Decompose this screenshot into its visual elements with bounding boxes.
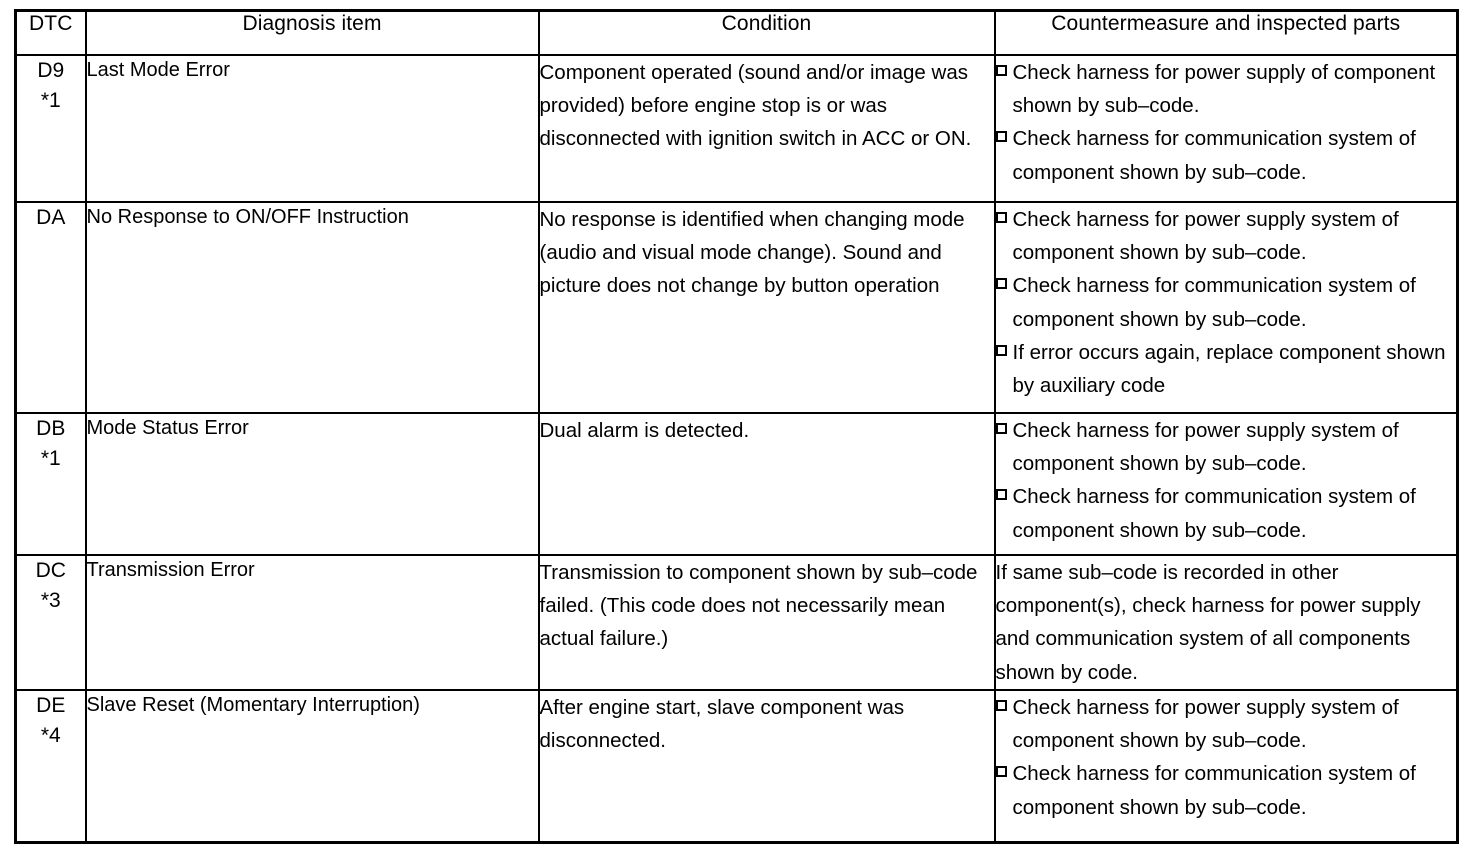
square-bullet-icon <box>995 65 1007 76</box>
countermeasure-item: If same sub–code is recorded in other co… <box>995 561 1421 684</box>
condition-text: Dual alarm is detected. <box>539 419 750 442</box>
condition-text: After engine start, slave component was … <box>539 696 905 753</box>
condition-text: No response is identified when changing … <box>539 208 965 298</box>
condition-cell: Transmission to component shown by sub–c… <box>537 554 996 691</box>
condition-cell: Dual alarm is detected. <box>537 412 996 556</box>
countermeasure-item: Check harness for communication system o… <box>995 269 1457 335</box>
condition-cell: No response is identified when changing … <box>537 201 996 414</box>
countermeasure-item-text: Check harness for communication system o… <box>1012 274 1416 331</box>
countermeasure-item: Check harness for power supply system of… <box>995 203 1457 269</box>
countermeasure-item-text: Check harness for power supply system of… <box>1012 419 1399 476</box>
countermeasure-item: Check harness for power supply system of… <box>995 691 1457 757</box>
table-row: DC *3 Transmission Error Transmission to… <box>14 554 1459 691</box>
square-bullet-icon <box>995 423 1007 434</box>
countermeasure-cell: If same sub–code is recorded in other co… <box>993 554 1459 691</box>
dtc-code: D9 <box>37 59 65 82</box>
condition-cell: Component operated (sound and/or image w… <box>537 54 996 203</box>
dtc-code: DC <box>35 559 66 582</box>
diagnosis-item-cell: Last Mode Error <box>84 54 540 203</box>
countermeasure-item-text: Check harness for communication system o… <box>1012 485 1416 542</box>
countermeasure-item-text: Check harness for power supply of compon… <box>1012 61 1436 118</box>
condition-text: Component operated (sound and/or image w… <box>539 61 972 151</box>
dtc-code-cell: DE *4 <box>14 689 87 844</box>
countermeasure-item: Check harness for communication system o… <box>995 122 1457 188</box>
countermeasure-item-text: Check harness for power supply system of… <box>1012 208 1399 265</box>
square-bullet-icon <box>995 489 1007 501</box>
countermeasure-list: Check harness for power supply system of… <box>995 203 1457 402</box>
countermeasure-item: Check harness for communication system o… <box>995 757 1457 823</box>
table-body: D9 *1 Last Mode Error Component operated… <box>14 54 1459 844</box>
countermeasure-list: Check harness for power supply system of… <box>995 414 1457 547</box>
column-header-condition: Condition <box>537 9 996 56</box>
diagnosis-item-cell: Mode Status Error <box>84 412 540 556</box>
countermeasure-item: Check harness for communication system o… <box>995 480 1457 546</box>
table-row: D9 *1 Last Mode Error Component operated… <box>14 54 1459 203</box>
dtc-diagnosis-table: DTC Diagnosis item Condition Countermeas… <box>14 9 1459 844</box>
countermeasure-item-text: Check harness for communication system o… <box>1012 762 1416 819</box>
square-bullet-icon <box>995 700 1007 711</box>
table-row: DE *4 Slave Reset (Momentary Interruptio… <box>14 689 1459 844</box>
countermeasure-cell: Check harness for power supply system of… <box>993 412 1459 556</box>
dtc-code-cell: DA <box>14 201 87 414</box>
square-bullet-icon <box>995 212 1007 223</box>
countermeasure-list: Check harness for power supply system of… <box>995 691 1457 824</box>
dtc-code: DE <box>36 694 66 717</box>
column-header-diagnosis-item: Diagnosis item <box>84 9 540 56</box>
dtc-code-cell: D9 *1 <box>14 54 87 203</box>
countermeasure-item: If error occurs again, replace component… <box>995 336 1457 402</box>
column-header-countermeasure: Countermeasure and inspected parts <box>993 9 1459 56</box>
dtc-footnote: *1 <box>40 446 61 470</box>
table-header-row: DTC Diagnosis item Condition Countermeas… <box>14 9 1459 56</box>
square-bullet-icon <box>995 344 1007 356</box>
square-bullet-icon <box>995 766 1007 778</box>
countermeasure-list: If same sub–code is recorded in other co… <box>996 556 1457 689</box>
dtc-footnote: *3 <box>40 588 61 612</box>
table-row: DB *1 Mode Status Error Dual alarm is de… <box>14 412 1459 556</box>
dtc-code-cell: DC *3 <box>14 554 87 691</box>
countermeasure-item-text: Check harness for communication system o… <box>1012 127 1416 184</box>
dtc-code: DA <box>36 206 66 229</box>
countermeasure-item: Check harness for power supply system of… <box>995 414 1457 480</box>
diagnosis-item-cell: Transmission Error <box>84 554 540 691</box>
countermeasure-item-text: Check harness for power supply system of… <box>1012 696 1399 753</box>
condition-cell: After engine start, slave component was … <box>537 689 996 844</box>
dtc-code-cell: DB *1 <box>14 412 87 556</box>
dtc-footnote: *4 <box>40 723 61 747</box>
diagnosis-item-cell: No Response to ON/OFF Instruction <box>84 201 540 414</box>
square-bullet-icon <box>995 278 1007 290</box>
square-bullet-icon <box>995 131 1007 143</box>
countermeasure-cell: Check harness for power supply system of… <box>993 689 1459 844</box>
countermeasure-item-text: If error occurs again, replace component… <box>1012 340 1446 398</box>
countermeasure-item: Check harness for power supply of compon… <box>995 56 1457 122</box>
countermeasure-list: Check harness for power supply of compon… <box>995 56 1457 189</box>
diagnosis-item-cell: Slave Reset (Momentary Interruption) <box>84 689 540 844</box>
dtc-code: DB <box>36 417 66 440</box>
table-row: DA No Response to ON/OFF Instruction No … <box>14 201 1459 414</box>
countermeasure-cell: Check harness for power supply of compon… <box>993 54 1459 203</box>
dtc-footnote: *1 <box>40 88 61 112</box>
countermeasure-cell: Check harness for power supply system of… <box>993 201 1459 414</box>
condition-text: Transmission to component shown by sub–c… <box>539 561 978 651</box>
column-header-dtc: DTC <box>14 9 87 56</box>
